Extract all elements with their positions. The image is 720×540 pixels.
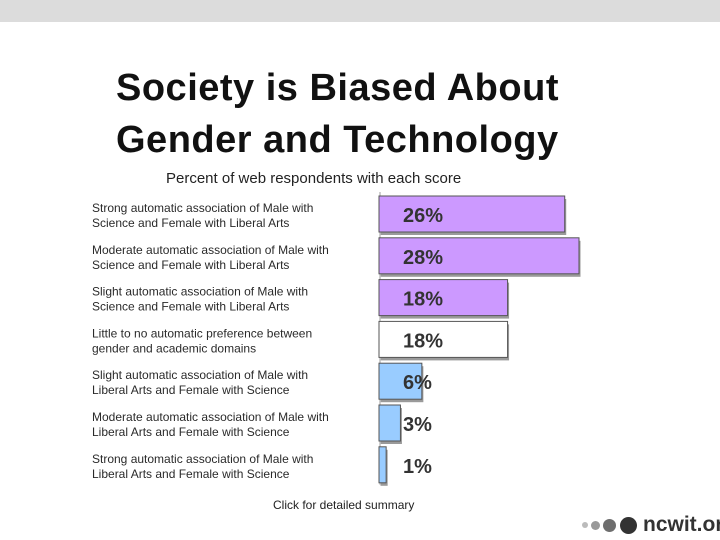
value-label: 18% [403,330,443,352]
slide-title-line-1: Society is Biased About [116,67,559,109]
value-label: 26% [403,205,443,227]
slide-title-line-2: Gender and Technology [116,119,559,161]
value-label: 6% [403,372,432,394]
detailed-summary-link[interactable]: Click for detailed summary [273,498,415,512]
category-label: Science and Female with Liberal Arts [92,216,289,230]
category-label: Liberal Arts and Female with Science [92,467,290,481]
value-label: 3% [403,414,432,436]
category-label: Liberal Arts and Female with Science [92,383,290,397]
bar [378,279,509,317]
category-label: Science and Female with Liberal Arts [92,258,289,272]
bar [378,362,423,400]
category-label: Strong automatic association of Male wit… [92,452,313,466]
bar [378,404,401,442]
value-label: 1% [403,456,432,478]
value-label: 18% [403,289,443,311]
category-label: Slight automatic association of Male wit… [92,368,308,382]
category-label: Slight automatic association of Male wit… [92,285,308,299]
bar [378,320,509,358]
logo-dot-medium [591,520,600,530]
bar [378,195,566,233]
category-label: Moderate automatic association of Male w… [92,410,329,424]
logo-dot-largest [620,516,637,534]
logo-text: ncwit.org [643,513,720,536]
category-label: Little to no automatic preference betwee… [92,326,312,340]
bar [378,446,387,484]
top-bar [0,0,720,22]
category-label: Science and Female with Liberal Arts [92,300,289,314]
logo-dot-small [582,522,588,528]
logo-dot-large [603,518,616,532]
value-label: 28% [403,247,443,269]
category-label: Strong automatic association of Male wit… [92,201,313,215]
chart-title: Percent of web respondents with each sco… [166,170,462,187]
category-label: Moderate automatic association of Male w… [92,243,329,257]
ncwit-logo: ncwit.org [582,513,720,537]
category-label: gender and academic domains [92,341,256,355]
bar-chart: Strong automatic association of Male wit… [92,192,581,486]
category-label: Liberal Arts and Female with Science [92,425,290,439]
bar [378,237,580,275]
slide-title: Society is Biased About Gender and Techn… [116,62,676,166]
